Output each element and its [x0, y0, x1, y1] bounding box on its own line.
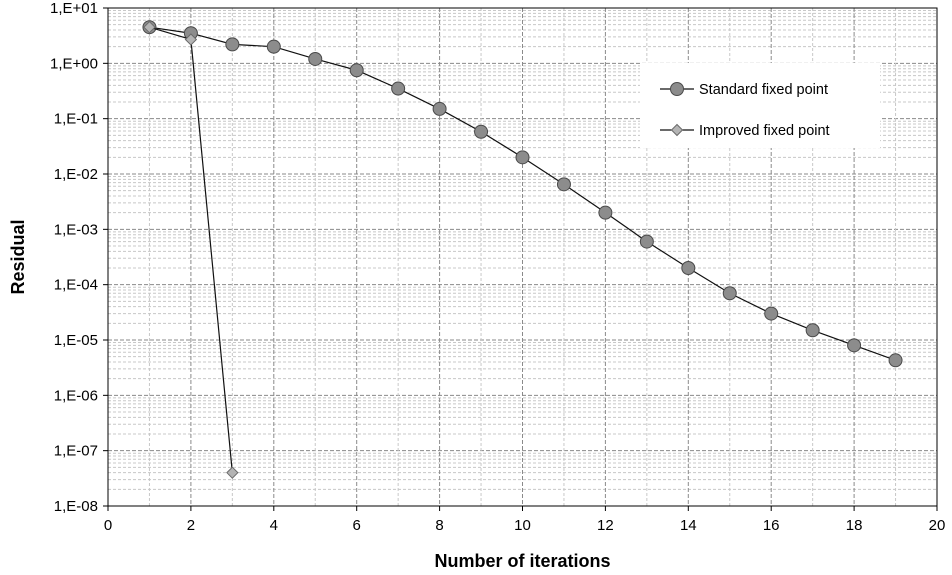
data-point [226, 466, 239, 479]
y-tick-label: 1,E-04 [54, 277, 98, 294]
data-point [764, 306, 779, 321]
data-point [888, 353, 903, 368]
x-tick-label: 0 [104, 517, 112, 534]
y-tick-label: 1,E-02 [54, 166, 98, 183]
data-point [556, 177, 571, 192]
data-point [349, 63, 364, 78]
data-point [266, 39, 281, 54]
x-tick-label: 8 [435, 517, 443, 534]
series-improved-fixed-point [143, 20, 239, 479]
y-axis-ticks: 1,E-08 1,E-07 1,E-06 1,E-05 1,E-04 1,E-03 1,E-… [50, 0, 108, 515]
legend-label: Improved fixed point [699, 123, 830, 139]
data-point [515, 150, 530, 165]
y-tick-label: 1,E-03 [54, 221, 98, 238]
legend-label: Standard fixed point [699, 82, 828, 98]
x-tick-label: 6 [353, 517, 361, 534]
data-point [225, 37, 240, 52]
legend-marker [670, 123, 684, 137]
x-axis-title: Number of iterations [434, 551, 610, 571]
x-tick-label: 12 [597, 517, 614, 534]
legend: Standard fixed point Improved fixed point [640, 63, 880, 148]
x-tick-label: 16 [763, 517, 780, 534]
y-tick-label: 1,E+00 [50, 55, 98, 72]
x-tick-label: 14 [680, 517, 697, 534]
y-tick-label: 1,E-01 [54, 111, 98, 128]
x-axis-ticks: 0 2 4 6 8 10 12 14 16 18 20 [104, 506, 946, 534]
data-point [639, 234, 654, 249]
x-tick-label: 18 [846, 517, 863, 534]
legend-marker [670, 82, 684, 96]
data-point [143, 20, 156, 34]
data-point [598, 205, 613, 220]
data-point [308, 51, 323, 66]
data-point [432, 101, 447, 116]
x-tick-label: 20 [929, 517, 946, 534]
legend-box [640, 63, 880, 148]
series-standard-fixed-point [142, 20, 903, 368]
x-tick-label: 10 [514, 517, 531, 534]
y-tick-label: 1,E-06 [54, 387, 98, 404]
x-tick-label: 4 [270, 517, 278, 534]
x-tick-label: 2 [187, 517, 195, 534]
data-point [847, 338, 862, 353]
y-tick-label: 1,E-08 [54, 498, 98, 515]
data-point [722, 286, 737, 301]
y-tick-label: 1,E-05 [54, 332, 98, 349]
data-point [474, 124, 489, 139]
data-point [184, 33, 198, 46]
series-layer [142, 20, 903, 479]
y-tick-label: 1,E-07 [54, 443, 98, 460]
data-point [805, 323, 820, 338]
data-point [681, 261, 696, 276]
data-point [391, 81, 406, 96]
y-tick-label: 1,E+01 [50, 0, 98, 17]
y-axis-title: Residual [8, 219, 28, 294]
